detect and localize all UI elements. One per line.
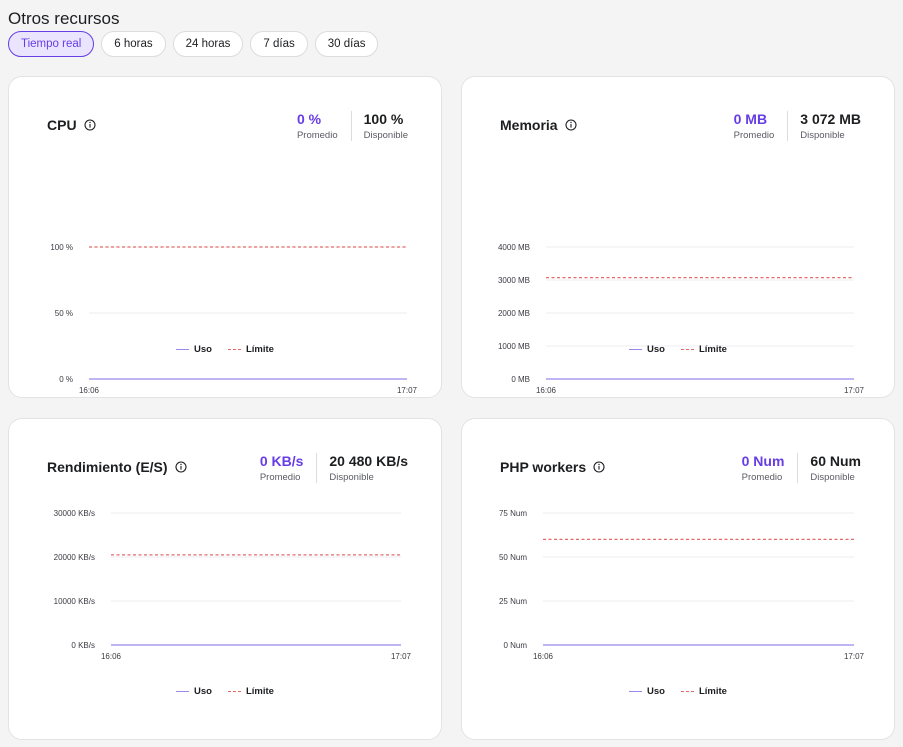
average-value: 0 MB <box>733 111 768 127</box>
legend-limit[interactable]: Límite <box>680 344 727 355</box>
available-label: Disponible <box>329 472 374 483</box>
average-label: Promedio <box>733 130 775 141</box>
y-tick-label: 50 % <box>55 309 73 318</box>
tab-7-days[interactable]: 7 días <box>250 31 308 57</box>
legend-usage-label: Uso <box>194 686 212 697</box>
usage-swatch <box>629 349 643 350</box>
php-workers-card: PHP workers 0 Num Promedio 60 Num Disponib… <box>461 418 895 740</box>
available-value: 3 072 MB <box>800 111 861 127</box>
legend-usage[interactable]: Uso <box>176 686 212 697</box>
throughput-card: Rendimiento (E/S) 0 KB/s Promedio 20 480 … <box>8 418 442 740</box>
y-tick-label: 0 KB/s <box>71 641 95 650</box>
info-icon[interactable] <box>593 461 605 473</box>
stats: 0 MB Promedio 3 072 MB Disponible <box>734 111 861 141</box>
card-title-text: PHP workers <box>500 459 587 475</box>
limit-swatch <box>680 349 694 350</box>
info-icon[interactable] <box>84 119 96 131</box>
legend-usage-label: Uso <box>647 344 665 355</box>
y-tick-label: 50 Num <box>499 553 527 562</box>
available-value: 100 % <box>363 111 404 127</box>
legend-limit[interactable]: Límite <box>227 344 274 355</box>
usage-swatch <box>176 349 190 350</box>
card-title-text: Memoria <box>500 117 558 133</box>
legend-limit[interactable]: Límite <box>227 686 274 697</box>
average-value: 0 Num <box>741 453 785 469</box>
x-tick-label: 16:06 <box>79 386 100 395</box>
memory-chart: 0 MB 1000 MB 2000 MB 3000 MB 4000 MB 16:06 17:… <box>498 243 865 395</box>
y-tick-label: 10000 KB/s <box>54 597 95 606</box>
legend-limit[interactable]: Límite <box>680 686 727 697</box>
tab-24-hours[interactable]: 24 horas <box>172 31 244 57</box>
available-label: Disponible <box>810 472 855 483</box>
x-tick-label: 17:07 <box>844 386 865 395</box>
y-tick-label: 20000 KB/s <box>54 553 95 562</box>
legend-limit-label: Límite <box>698 344 727 355</box>
y-tick-label: 0 % <box>59 375 73 384</box>
y-tick-label: 25 Num <box>499 597 527 606</box>
throughput-chart: 0 KB/s 10000 KB/s 20000 KB/s 30000 KB/s 16:0… <box>54 509 412 661</box>
x-tick-label: 16:06 <box>533 652 554 661</box>
tab-6-hours[interactable]: 6 horas <box>101 31 166 57</box>
tab-realtime[interactable]: Tiempo real <box>8 31 95 57</box>
page-title: Otros recursos <box>8 9 120 28</box>
y-tick-label: 3000 MB <box>498 276 530 285</box>
stats: 0 Num Promedio 60 Num Disponible <box>742 453 861 483</box>
y-tick-label: 30000 KB/s <box>54 509 95 518</box>
info-icon[interactable] <box>565 119 577 131</box>
card-title: Memoria <box>500 117 577 133</box>
y-tick-label: 2000 MB <box>498 309 530 318</box>
legend-usage-label: Uso <box>647 686 665 697</box>
card-title: PHP workers <box>500 459 605 475</box>
x-tick-label: 16:06 <box>536 386 557 395</box>
limit-swatch <box>227 349 241 350</box>
legend-usage[interactable]: Uso <box>176 344 212 355</box>
x-tick-label: 17:07 <box>844 652 865 661</box>
average-value: 0 KB/s <box>259 453 304 469</box>
stats: 0 % Promedio 100 % Disponible <box>297 111 408 141</box>
y-tick-label: 75 Num <box>499 509 527 518</box>
legend-usage-label: Uso <box>194 344 212 355</box>
available-value: 20 480 KB/s <box>329 453 408 469</box>
y-tick-label: 4000 MB <box>498 243 530 252</box>
memory-card: Memoria 0 MB Promedio 3 072 MB Disponible … <box>461 76 895 398</box>
y-tick-label: 0 MB <box>511 375 530 384</box>
legend-limit-label: Límite <box>245 686 274 697</box>
available-value: 60 Num <box>810 453 861 469</box>
y-tick-label: 1000 MB <box>498 342 530 351</box>
y-tick-label: 0 Num <box>503 641 527 650</box>
available-label: Disponible <box>800 130 845 141</box>
time-range-tabs: Tiempo real 6 horas 24 horas 7 días 30 d… <box>8 31 379 57</box>
cpu-card: CPU 0 % Promedio 100 % Disponible 0 % 50 % 1… <box>8 76 442 398</box>
cpu-chart: 0 % 50 % 100 % 16:06 17:07 <box>50 243 418 395</box>
x-tick-label: 17:07 <box>391 652 412 661</box>
php-workers-chart: 0 Num 25 Num 50 Num 75 Num 16:06 17:07 <box>499 509 865 661</box>
average-label: Promedio <box>741 472 783 483</box>
card-title: CPU <box>47 117 96 133</box>
x-tick-label: 17:07 <box>397 386 418 395</box>
chart-legend: Uso Límite <box>9 686 441 697</box>
average-label: Promedio <box>259 472 301 483</box>
card-title: Rendimiento (E/S) <box>47 459 187 475</box>
tab-30-days[interactable]: 30 días <box>314 31 379 57</box>
limit-swatch <box>227 691 241 692</box>
stats: 0 KB/s Promedio 20 480 KB/s Disponible <box>260 453 408 483</box>
usage-swatch <box>176 691 190 692</box>
card-title-text: Rendimiento (E/S) <box>47 459 168 475</box>
x-tick-label: 16:06 <box>101 652 122 661</box>
chart-legend: Uso Límite <box>462 344 894 355</box>
legend-limit-label: Límite <box>698 686 727 697</box>
legend-limit-label: Límite <box>245 344 274 355</box>
legend-usage[interactable]: Uso <box>629 344 665 355</box>
average-label: Promedio <box>296 130 338 141</box>
limit-swatch <box>680 691 694 692</box>
usage-swatch <box>629 691 643 692</box>
average-value: 0 % <box>296 111 322 127</box>
y-tick-label: 100 % <box>50 243 73 252</box>
card-title-text: CPU <box>47 117 77 133</box>
legend-usage[interactable]: Uso <box>629 686 665 697</box>
available-label: Disponible <box>363 130 408 141</box>
chart-legend: Uso Límite <box>9 344 441 355</box>
info-icon[interactable] <box>175 461 187 473</box>
chart-legend: Uso Límite <box>462 686 894 697</box>
